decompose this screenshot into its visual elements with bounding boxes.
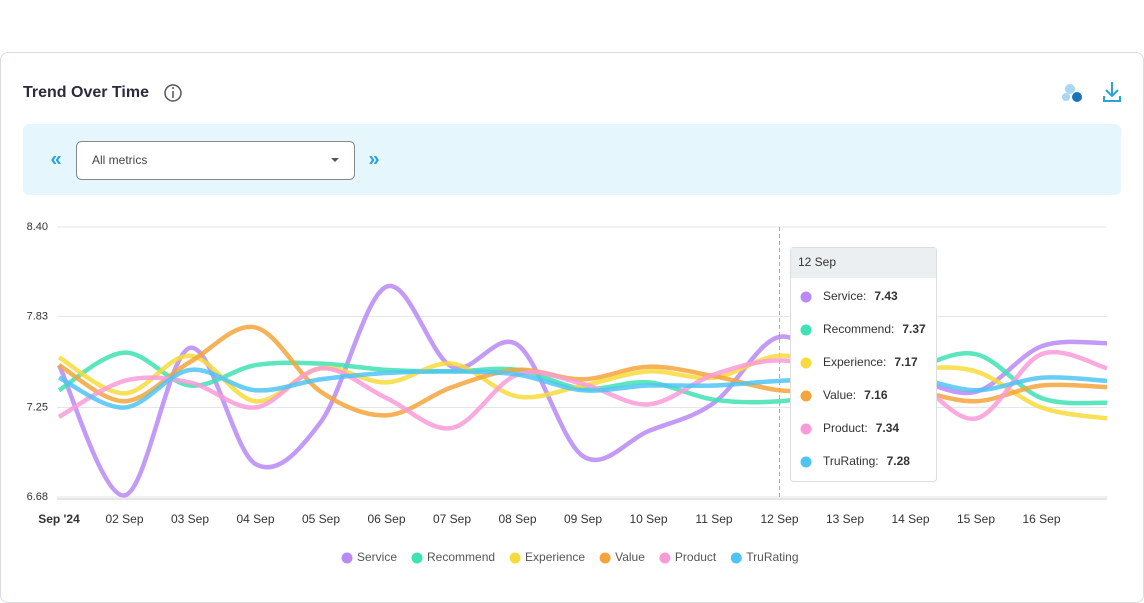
x-tick-label: 05 Sep xyxy=(302,512,340,526)
tooltip-marker xyxy=(800,324,812,336)
tooltip-marker xyxy=(800,423,812,435)
tooltip-label: Service: xyxy=(823,289,866,303)
tooltip-marker xyxy=(800,357,812,369)
bubble-icon[interactable] xyxy=(1062,84,1082,102)
tooltip: 12 Sep Service: 7.43 Recommend: 7.37 Experien… xyxy=(790,247,937,482)
dropdown-caret xyxy=(331,158,339,162)
x-tick-label: 16 Sep xyxy=(1022,512,1060,526)
x-tick-label: 09 Sep xyxy=(564,512,602,526)
tooltip-label: Value: xyxy=(823,388,856,402)
next-button[interactable]: » xyxy=(368,148,379,170)
legend-marker xyxy=(730,552,742,564)
x-tick-label: 06 Sep xyxy=(367,512,405,526)
x-tick-label: Sep '24 xyxy=(38,512,80,526)
legend-label: TruRating xyxy=(746,550,798,564)
x-tick-label: 13 Sep xyxy=(826,512,864,526)
series-line xyxy=(57,350,1108,431)
tooltip-value: 7.37 xyxy=(902,322,926,336)
x-tick-label: 03 Sep xyxy=(171,512,209,526)
tooltip-label: Product: xyxy=(823,421,868,435)
dropdown[interactable] xyxy=(76,141,355,180)
tooltip-label: Recommend: xyxy=(823,322,894,336)
x-tick-label: 02 Sep xyxy=(105,512,143,526)
tooltip-label: TruRating: xyxy=(823,454,879,468)
tooltip-value: 7.43 xyxy=(874,289,898,303)
tooltip-value: 7.28 xyxy=(887,454,911,468)
x-tick-label: 04 Sep xyxy=(236,512,274,526)
y-tick-label: 7.25 xyxy=(27,401,48,413)
x-tick-label: 07 Sep xyxy=(433,512,471,526)
tooltip-marker xyxy=(800,456,812,468)
legend-marker xyxy=(411,552,423,564)
x-tick-label: 10 Sep xyxy=(629,512,667,526)
tooltip-header xyxy=(791,248,936,278)
tooltip-marker xyxy=(800,291,812,303)
prev-button[interactable]: « xyxy=(50,148,61,170)
legend-label: Product xyxy=(675,550,717,564)
tooltip-value: 7.34 xyxy=(876,421,900,435)
legend-label: Value xyxy=(615,550,645,564)
download-icon[interactable] xyxy=(1103,82,1121,102)
y-tick-label: 6.68 xyxy=(27,491,48,503)
tooltip-title: 12 Sep xyxy=(798,255,836,269)
legend-label: Experience xyxy=(525,550,585,564)
x-tick-label: 15 Sep xyxy=(957,512,995,526)
x-tick-label: 08 Sep xyxy=(498,512,536,526)
legend-marker xyxy=(509,552,521,564)
tooltip-marker xyxy=(800,390,812,402)
info-icon[interactable] xyxy=(164,84,182,102)
legend-marker xyxy=(659,552,671,564)
title: Trend Over Time xyxy=(23,84,149,101)
y-tick-label: 8.40 xyxy=(27,221,48,233)
x-tick-label: 11 Sep xyxy=(695,512,732,526)
dropdown-text: All metrics xyxy=(92,153,147,167)
legend-label: Recommend xyxy=(427,550,495,564)
x-tick-label: 14 Sep xyxy=(891,512,929,526)
x-tick-label: 12 Sep xyxy=(760,512,798,526)
legend-label: Service xyxy=(357,550,397,564)
tooltip-value: 7.16 xyxy=(864,388,888,402)
legend-marker xyxy=(341,552,353,564)
tooltip-value: 7.17 xyxy=(894,355,918,369)
tooltip-box xyxy=(790,247,937,482)
y-tick-label: 7.83 xyxy=(27,310,48,322)
tooltip-label: Experience: xyxy=(823,355,886,369)
legend-marker xyxy=(599,552,611,564)
